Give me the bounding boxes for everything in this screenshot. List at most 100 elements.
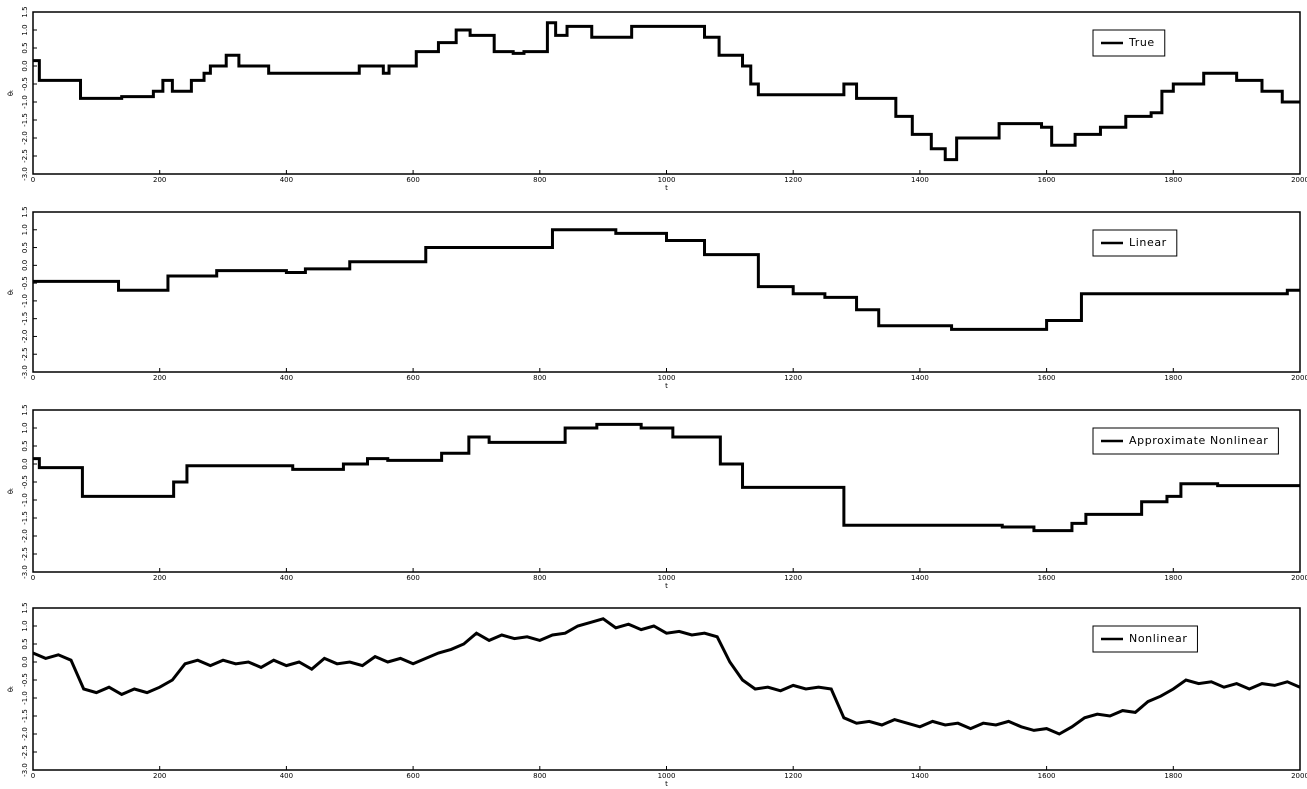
x-axis-label: t <box>665 582 668 590</box>
x-tick-label: 2000 <box>1291 772 1307 780</box>
x-tick-label: 1800 <box>1164 772 1182 780</box>
x-tick-label: 1000 <box>658 374 676 382</box>
y-tick-label: 1.5 <box>21 602 29 613</box>
y-tick-label: 0.5 <box>21 42 29 53</box>
x-tick-label: 1400 <box>911 176 929 184</box>
y-tick-label: -3.0 <box>21 167 29 181</box>
subplot: 0 200 400 600 800 1000 1200 1400 1600 1800 2000 -3.… <box>7 6 1307 192</box>
x-tick-label: 400 <box>280 574 293 582</box>
x-tick-label: 1600 <box>1038 176 1056 184</box>
x-tick-label: 1600 <box>1038 772 1056 780</box>
axes-frame <box>32 211 1301 373</box>
y-tick-label: 1.0 <box>21 422 29 433</box>
x-tick-label: 0 <box>31 374 35 382</box>
y-tick-label: -0.5 <box>21 77 29 91</box>
x-tick-label: 1200 <box>784 374 802 382</box>
x-tick-label: 0 <box>31 772 35 780</box>
subplot: 0 200 400 600 800 1000 1200 1400 1600 1800 2000 -3.… <box>7 602 1307 788</box>
y-tick-label: -3.0 <box>21 763 29 777</box>
x-tick-label: 800 <box>533 574 546 582</box>
x-tick-label: 600 <box>406 772 419 780</box>
y-tick-label: 1.0 <box>21 224 29 235</box>
y-tick-label: -3.0 <box>21 365 29 379</box>
legend-box <box>1092 427 1279 455</box>
x-tick-label: 200 <box>153 772 166 780</box>
x-axis-label: t <box>665 184 668 192</box>
x-tick-label: 400 <box>280 772 293 780</box>
x-tick-label: 600 <box>406 374 419 382</box>
x-tick-label: 600 <box>406 574 419 582</box>
x-axis-label: t <box>665 780 668 788</box>
x-tick-label: 1600 <box>1038 574 1056 582</box>
x-tick-label: 1800 <box>1164 176 1182 184</box>
y-tick-label: -1.0 <box>21 691 29 705</box>
y-tick-label: -1.5 <box>21 113 29 127</box>
x-tick-label: 2000 <box>1291 374 1307 382</box>
y-tick-label: -1.5 <box>21 511 29 525</box>
x-tick-label: 1200 <box>784 772 802 780</box>
y-tick-label: 0.5 <box>21 440 29 451</box>
x-tick-label: 2000 <box>1291 574 1307 582</box>
x-tick-label: 0 <box>31 574 35 582</box>
y-tick-label: -2.0 <box>21 131 29 145</box>
x-tick-label: 1000 <box>658 176 676 184</box>
x-tick-label: 800 <box>533 772 546 780</box>
axes-frame <box>32 409 1301 573</box>
x-tick-label: 1800 <box>1164 374 1182 382</box>
x-tick-label: 1400 <box>911 374 929 382</box>
x-tick-label: 200 <box>153 374 166 382</box>
x-tick-label: 600 <box>406 176 419 184</box>
series-line <box>33 21 1300 162</box>
y-tick-label: -2.5 <box>21 547 29 561</box>
x-tick-label: 400 <box>280 176 293 184</box>
y-tick-label: -2.5 <box>21 149 29 163</box>
y-tick-label: 1.5 <box>21 404 29 415</box>
y-tick-label: 0.0 <box>21 656 29 667</box>
y-tick-label: 1.5 <box>21 6 29 17</box>
legend-label: Approximate Nonlinear <box>1129 434 1268 447</box>
y-tick-label: -1.5 <box>21 709 29 723</box>
legend-label: Linear <box>1129 236 1167 249</box>
x-tick-label: 0 <box>31 176 35 184</box>
y-tick-label: -0.5 <box>21 673 29 687</box>
x-tick-label: 1000 <box>658 574 676 582</box>
x-tick-label: 200 <box>153 176 166 184</box>
x-tick-label: 1200 <box>784 176 802 184</box>
plot-area <box>33 21 1300 162</box>
y-tick-label: 0.5 <box>21 242 29 253</box>
y-tick-label: -2.5 <box>21 745 29 759</box>
y-axis-label: θₜ <box>7 289 15 295</box>
y-tick-label: -0.5 <box>21 276 29 290</box>
subplot: 0 200 400 600 800 1000 1200 1400 1600 1800 2000 -3.… <box>7 404 1307 590</box>
series-line <box>33 617 1300 736</box>
x-tick-label: 1600 <box>1038 374 1056 382</box>
x-tick-label: 1400 <box>911 574 929 582</box>
x-tick-label: 200 <box>153 574 166 582</box>
series-line <box>33 422 1300 533</box>
y-tick-label: -0.5 <box>21 475 29 489</box>
y-tick-label: 0.0 <box>21 260 29 271</box>
y-tick-label: 0.0 <box>21 60 29 71</box>
y-axis-label: θₜ <box>7 90 15 96</box>
x-tick-label: 2000 <box>1291 176 1307 184</box>
y-tick-label: 0.0 <box>21 458 29 469</box>
y-tick-label: -1.5 <box>21 312 29 326</box>
x-tick-label: 1800 <box>1164 574 1182 582</box>
legend-label: True <box>1128 36 1155 49</box>
x-tick-label: 800 <box>533 176 546 184</box>
subplot: 0 200 400 600 800 1000 1200 1400 1600 1800 2000 -3.… <box>7 206 1307 390</box>
series-line <box>33 228 1300 331</box>
y-tick-label: 0.5 <box>21 638 29 649</box>
x-tick-label: 1400 <box>911 772 929 780</box>
axes-frame <box>32 11 1301 175</box>
y-tick-label: 1.0 <box>21 620 29 631</box>
y-axis-label: θₜ <box>7 686 15 692</box>
axes-frame <box>32 607 1301 771</box>
y-tick-label: -1.0 <box>21 493 29 507</box>
x-tick-label: 800 <box>533 374 546 382</box>
legend-label: Nonlinear <box>1129 632 1187 645</box>
y-tick-label: -1.0 <box>21 95 29 109</box>
y-axis-label: θₜ <box>7 488 15 494</box>
y-tick-label: 1.5 <box>21 206 29 217</box>
